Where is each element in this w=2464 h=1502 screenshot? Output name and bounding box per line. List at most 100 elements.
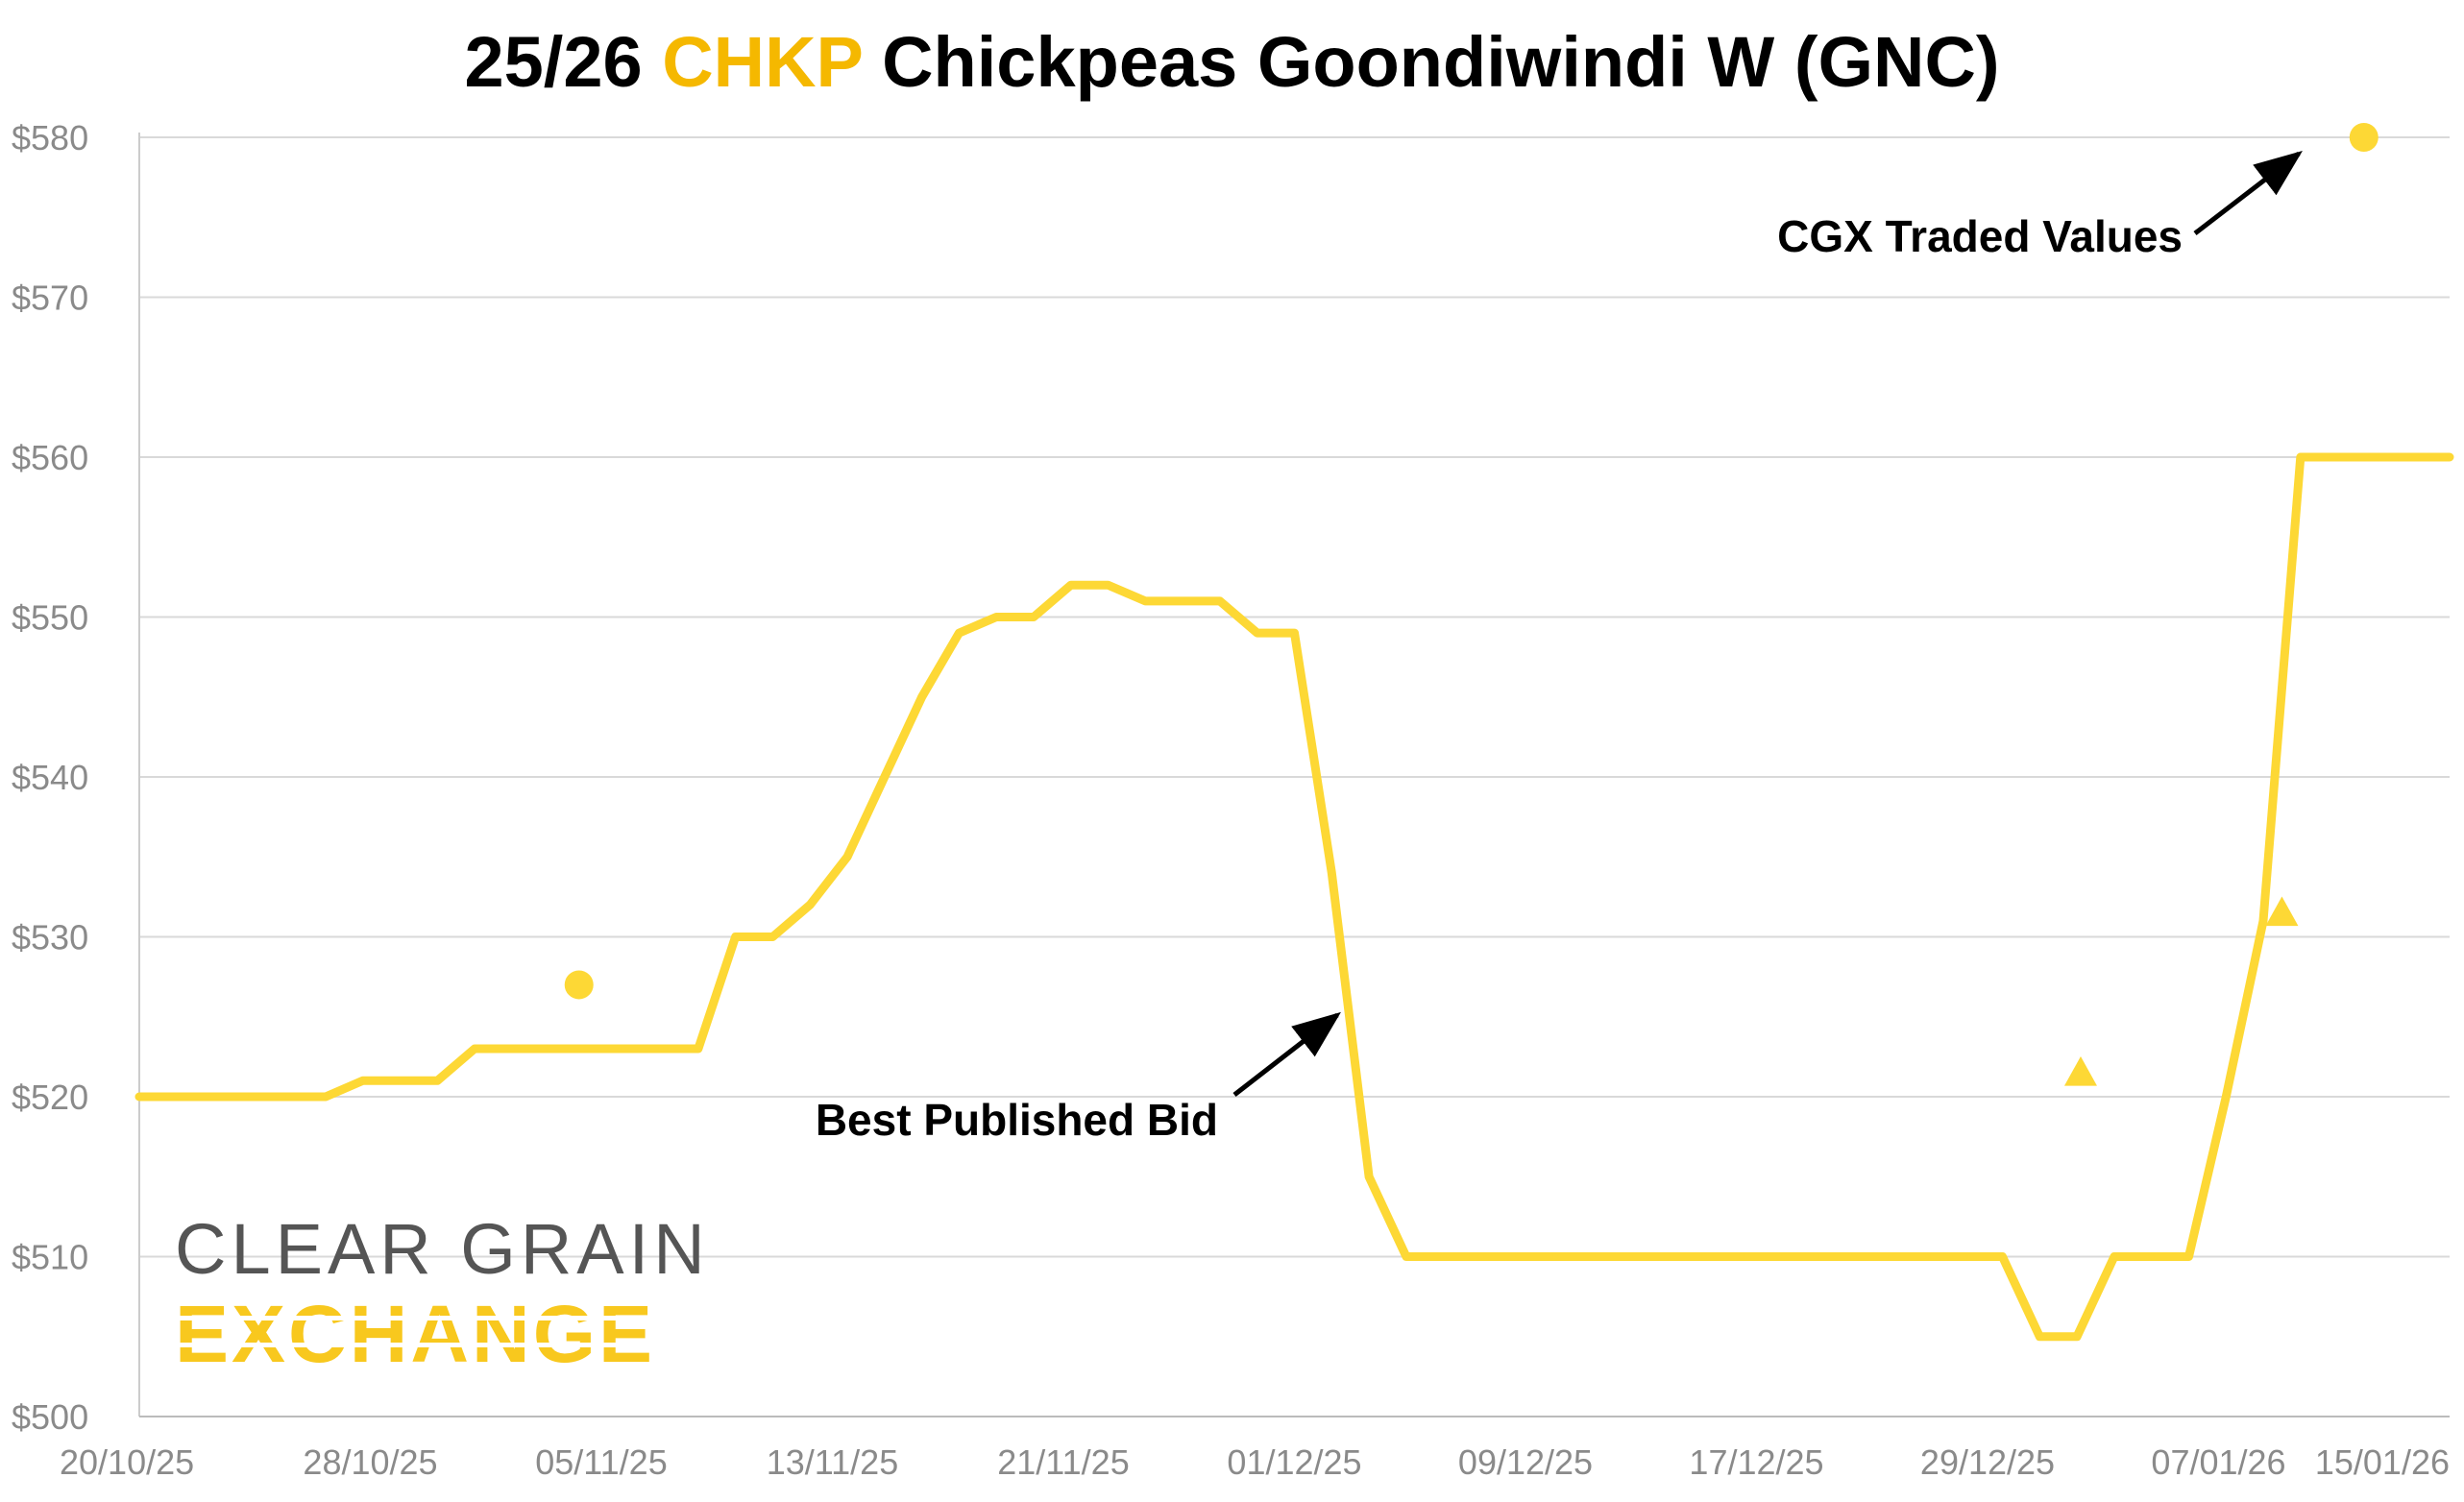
- gridlines: [139, 136, 2450, 1417]
- series-point: [1105, 582, 1111, 589]
- annotation-arrow-traded: [2193, 150, 2303, 235]
- y-tick-label: $510: [12, 1238, 88, 1277]
- series-point: [1589, 1253, 1596, 1260]
- traded-value-point: [2063, 1056, 2097, 1086]
- x-tick-label: 15/01/26: [2315, 1442, 2450, 1482]
- traded-value-point: [2349, 123, 2379, 152]
- series-point: [993, 614, 1000, 620]
- series-point: [1999, 1253, 2006, 1260]
- logo-exchange-text: EXCHANGE: [175, 1295, 656, 1371]
- logo-stripe: [175, 1343, 703, 1347]
- y-tick-label: $560: [12, 438, 88, 477]
- x-tick-label: 05/11/25: [535, 1442, 667, 1482]
- series-point: [2409, 454, 2416, 460]
- series-point: [173, 1094, 180, 1100]
- series-layer: [134, 452, 2454, 1342]
- series-point: [2334, 454, 2341, 460]
- series-point: [1216, 597, 1223, 604]
- series-point: [918, 693, 925, 700]
- series-point: [844, 854, 851, 860]
- series-point: [1329, 869, 1335, 876]
- x-tick-label: 28/10/25: [303, 1442, 437, 1482]
- x-tick-label: 07/01/26: [2151, 1442, 2285, 1482]
- series-point: [472, 1046, 478, 1053]
- series-point: [1701, 1253, 1708, 1260]
- series-point: [2074, 1333, 2081, 1340]
- series-point: [2447, 454, 2452, 460]
- x-tick-label: 13/11/25: [767, 1442, 898, 1482]
- series-point: [1477, 1253, 1484, 1260]
- x-tick-label: 20/10/25: [60, 1442, 194, 1482]
- series-point: [1366, 1174, 1373, 1180]
- x-tick-label: 17/12/25: [1689, 1442, 1823, 1482]
- series-point: [1515, 1253, 1522, 1260]
- series-point: [1626, 1253, 1633, 1260]
- series-point: [881, 774, 888, 780]
- annotation-best-published-bid: Best Published Bid: [816, 1095, 1218, 1145]
- series-point: [1888, 1253, 1894, 1260]
- y-axis-ticks: $500 $510 $520 $530 $540 $550 $560 $570 $580: [12, 118, 88, 1437]
- y-tick-label: $550: [12, 598, 88, 638]
- series-point: [621, 1046, 627, 1053]
- series-point: [1254, 630, 1260, 637]
- annotation-cgx-traded-values: CGX Traded Values: [1777, 211, 2183, 261]
- chart-title: 25/26 CHKP Chickpeas Goondiwindi W (GNC): [0, 21, 2464, 103]
- series-point: [546, 1046, 552, 1053]
- clear-grain-exchange-logo: CLEAR GRAIN EXCHANGE: [175, 1209, 710, 1371]
- annotation-arrow-bid: [1232, 1011, 1341, 1097]
- series-point: [1664, 1253, 1671, 1260]
- series-point: [434, 1078, 441, 1084]
- y-tick-label: $570: [12, 279, 88, 318]
- x-tick-label: 01/12/25: [1227, 1442, 1361, 1482]
- series-point: [359, 1078, 366, 1084]
- series-point: [1962, 1253, 1968, 1260]
- series-point: [1142, 597, 1149, 604]
- traded-value-point: [2265, 896, 2299, 927]
- series-point: [1775, 1253, 1782, 1260]
- logo-line-exchange: EXCHANGE: [175, 1295, 703, 1371]
- series-point: [1180, 597, 1186, 604]
- title-suffix: Chickpeas Goondiwindi W (GNC): [862, 22, 2000, 102]
- x-tick-label: 09/12/25: [1458, 1442, 1593, 1482]
- series-point: [508, 1046, 515, 1053]
- traded-value-point: [564, 970, 594, 1000]
- series-point: [322, 1094, 329, 1100]
- series-point: [210, 1094, 217, 1100]
- series-point: [1291, 630, 1298, 637]
- series-point: [2148, 1253, 2155, 1260]
- series-point: [956, 630, 963, 637]
- series-point: [2185, 1253, 2192, 1260]
- axes: [138, 133, 2450, 1417]
- title-highlight-chkp: CHKP: [662, 22, 863, 102]
- series-point: [1552, 1253, 1559, 1260]
- series-point: [583, 1046, 590, 1053]
- series-point: [732, 933, 739, 940]
- y-tick-label: $540: [12, 758, 88, 797]
- logo-line-clear-grain: CLEAR GRAIN: [175, 1209, 710, 1289]
- series-point: [2223, 1094, 2230, 1100]
- series-point: [285, 1094, 292, 1100]
- series-point: [1440, 1253, 1447, 1260]
- series-point: [1813, 1253, 1819, 1260]
- series-point: [658, 1046, 665, 1053]
- series-point: [1850, 1253, 1857, 1260]
- title-prefix: 25/26: [464, 22, 663, 102]
- y-tick-label: $500: [12, 1397, 88, 1437]
- series-point: [2297, 454, 2304, 460]
- series-point: [695, 1046, 701, 1053]
- y-tick-label: $580: [12, 118, 88, 157]
- x-axis-ticks: 20/10/25 28/10/25 05/11/25 13/11/25 21/11/25…: [60, 1442, 2450, 1482]
- series-point: [1924, 1253, 1931, 1260]
- series-point: [136, 1094, 142, 1100]
- series-point: [2260, 917, 2267, 924]
- series-point: [1738, 1253, 1744, 1260]
- series-point: [1403, 1253, 1409, 1260]
- series-point: [248, 1094, 255, 1100]
- logo-stripe: [175, 1316, 703, 1320]
- series-point: [2037, 1333, 2043, 1340]
- x-tick-label: 29/12/25: [1920, 1442, 2055, 1482]
- series-line-best-published-bid: [134, 452, 2454, 1342]
- traded-points-layer: [564, 123, 2379, 1086]
- series-point: [397, 1078, 403, 1084]
